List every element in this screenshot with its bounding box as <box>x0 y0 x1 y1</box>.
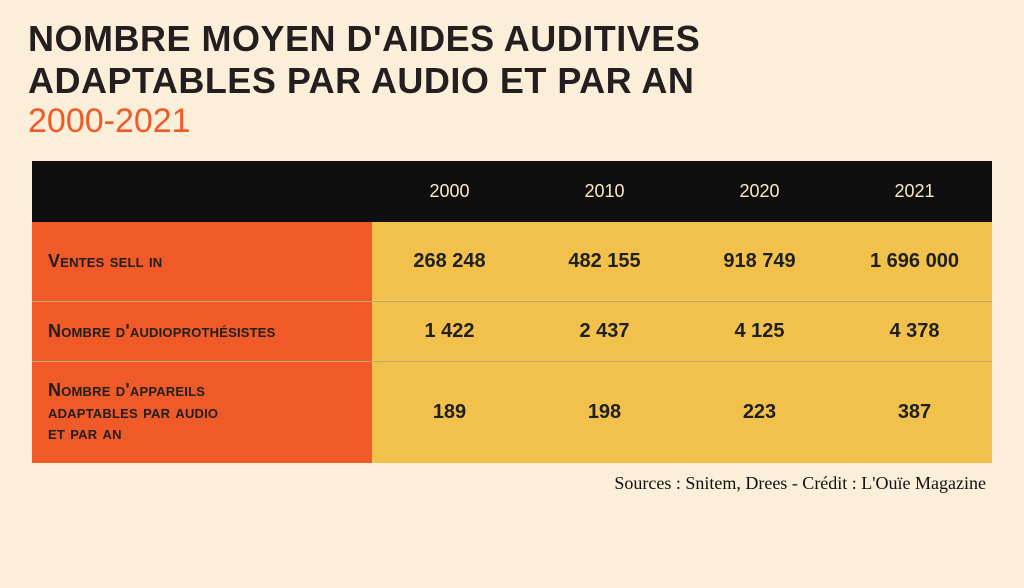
table-cell: 4 378 <box>837 301 992 361</box>
title-line-2: ADAPTABLES PAR AUDIO ET PAR AN <box>28 60 996 102</box>
row-label-line: adaptables par audio <box>48 402 218 422</box>
table-row: Ventes sell in 268 248 482 155 918 749 1… <box>32 222 992 301</box>
table-header-col: 2021 <box>837 161 992 222</box>
table-cell: 2 437 <box>527 301 682 361</box>
table-cell: 4 125 <box>682 301 837 361</box>
data-table: 2000 2010 2020 2021 Ventes sell in 268 2… <box>32 161 992 463</box>
table-row: Nombre d'audioprothésistes 1 422 2 437 4… <box>32 301 992 361</box>
table-header-col: 2010 <box>527 161 682 222</box>
data-table-wrap: 2000 2010 2020 2021 Ventes sell in 268 2… <box>32 161 992 494</box>
table-cell: 482 155 <box>527 222 682 301</box>
table-row: Nombre d'appareils adaptables par audio … <box>32 361 992 463</box>
table-cell: 1 696 000 <box>837 222 992 301</box>
table-cell: 268 248 <box>372 222 527 301</box>
table-cell: 189 <box>372 361 527 463</box>
table-header-row: 2000 2010 2020 2021 <box>32 161 992 222</box>
table-cell: 387 <box>837 361 992 463</box>
table-header-blank <box>32 161 372 222</box>
row-label: Nombre d'audioprothésistes <box>32 301 372 361</box>
title-block: NOMBRE MOYEN D'AIDES AUDITIVES ADAPTABLE… <box>28 18 996 141</box>
row-label-line: et par an <box>48 423 122 443</box>
title-line-1: NOMBRE MOYEN D'AIDES AUDITIVES <box>28 18 996 60</box>
table-header-col: 2000 <box>372 161 527 222</box>
table-cell: 198 <box>527 361 682 463</box>
table-cell: 918 749 <box>682 222 837 301</box>
title-subtitle: 2000-2021 <box>28 102 996 141</box>
row-label: Nombre d'appareils adaptables par audio … <box>32 361 372 463</box>
table-header-col: 2020 <box>682 161 837 222</box>
table-cell: 1 422 <box>372 301 527 361</box>
table-cell: 223 <box>682 361 837 463</box>
row-label-line: Nombre d'appareils <box>48 380 205 400</box>
row-label: Ventes sell in <box>32 222 372 301</box>
source-credit: Sources : Snitem, Drees - Crédit : L'Ouï… <box>32 473 992 494</box>
